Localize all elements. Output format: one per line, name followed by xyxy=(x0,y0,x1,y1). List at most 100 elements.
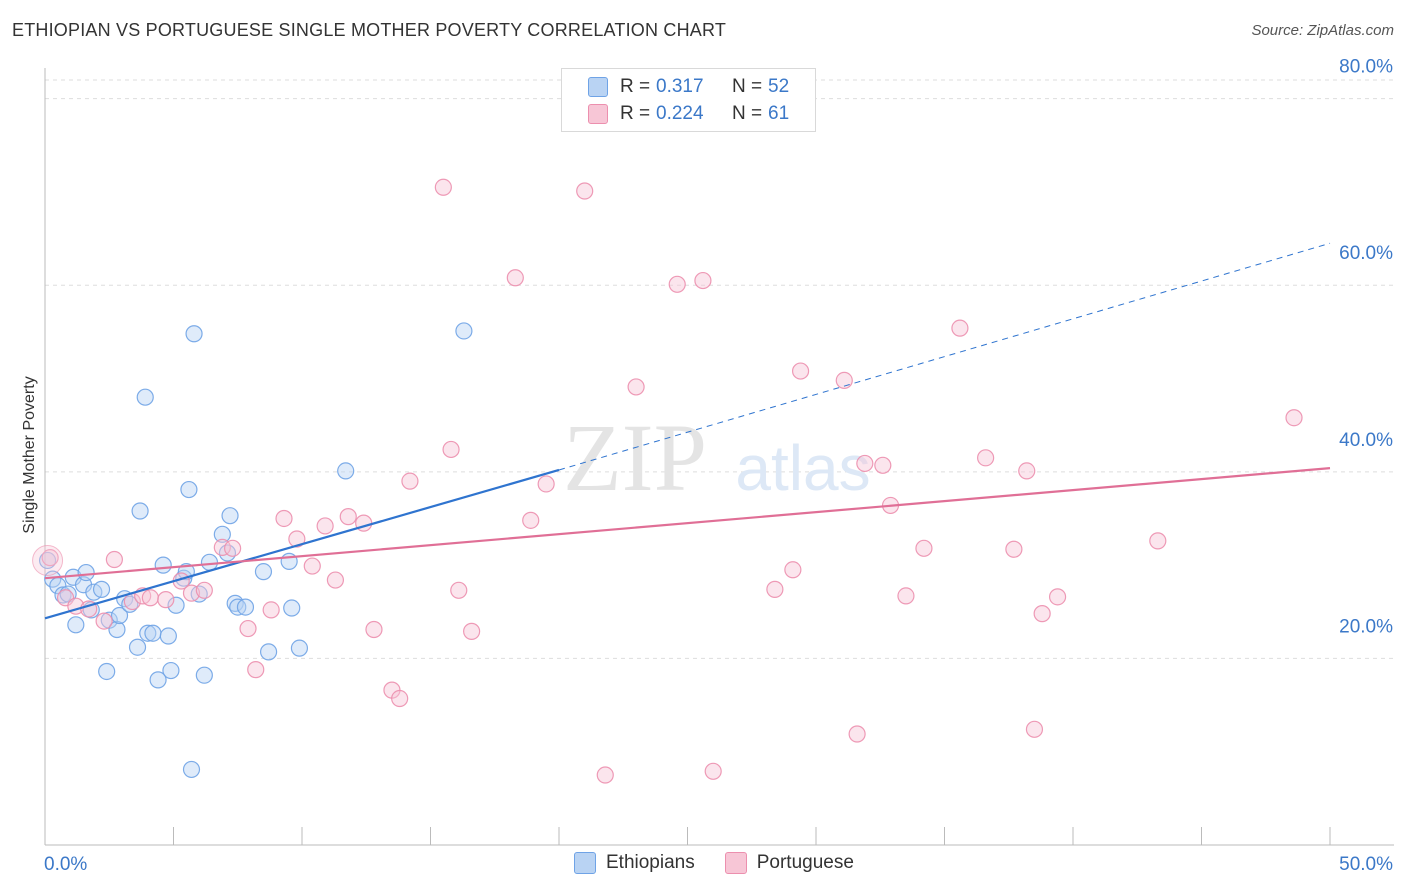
portuguese-point xyxy=(1025,720,1044,738)
ethiopians-point xyxy=(110,606,129,625)
ethiopians-point xyxy=(149,671,167,689)
ethiopians-point xyxy=(200,553,219,571)
ethiopians-point xyxy=(131,502,149,520)
portuguese-point xyxy=(326,571,345,589)
ethiopians-point xyxy=(283,599,301,617)
ethiopians-point xyxy=(337,462,355,480)
trend-lines xyxy=(44,242,1331,620)
source-label: Source: ZipAtlas.com xyxy=(1251,22,1394,39)
portuguese-point xyxy=(401,472,419,490)
portuguese-point xyxy=(951,319,969,337)
ethiopians-point xyxy=(259,643,278,661)
portuguese-point xyxy=(977,449,995,467)
portuguese-point xyxy=(288,530,306,548)
grid-lines xyxy=(45,79,1394,659)
legend-item-ethiopians[interactable]: Ethiopians xyxy=(574,852,695,874)
ethiopians-point xyxy=(455,322,473,340)
portuguese-point xyxy=(463,622,481,640)
legend-row-portuguese: R = 0.224 N = 61 xyxy=(588,101,789,127)
ethiopians-point xyxy=(221,507,239,525)
portuguese-point xyxy=(522,511,540,529)
r-label: R = xyxy=(620,76,651,97)
portuguese-point xyxy=(182,584,201,602)
ethiopians-point xyxy=(38,551,57,570)
portuguese-point xyxy=(856,454,874,473)
portuguese-point xyxy=(239,619,257,638)
ethiopians-point xyxy=(182,760,201,779)
ethiopians-point xyxy=(92,580,111,598)
portuguese-point xyxy=(848,725,866,743)
portuguese-point xyxy=(537,475,555,493)
portuguese-point xyxy=(704,762,722,780)
ethiopians-point xyxy=(290,639,309,657)
data-points xyxy=(32,178,1303,784)
y-tick-label: 40.0% xyxy=(1339,430,1393,451)
ethiopians-swatch xyxy=(574,852,596,874)
ethiopians-point xyxy=(180,480,198,499)
ethiopians-trend-line xyxy=(44,468,560,620)
ethiopians-point xyxy=(98,662,116,681)
portuguese-point xyxy=(316,517,334,535)
portuguese-point xyxy=(303,557,321,575)
r-value: 0.224 xyxy=(656,103,704,124)
portuguese-point xyxy=(195,581,213,599)
watermark: ZIP atlas xyxy=(563,404,871,511)
ethiopians-point xyxy=(108,620,126,639)
ethiopians-point xyxy=(144,624,162,642)
portuguese-point xyxy=(766,580,784,598)
x-tick-label-max: 50.0% xyxy=(1339,854,1393,875)
portuguese-point xyxy=(897,587,915,605)
legend-label-ethiopians: Ethiopians xyxy=(606,852,695,873)
correlation-legend: R = 0.317 N = 52 R = 0.224 N = 61 xyxy=(561,68,816,132)
ethiopians-point xyxy=(185,325,203,343)
x-tick-label-min: 0.0% xyxy=(44,854,87,875)
legend-item-portuguese[interactable]: Portuguese xyxy=(724,852,854,874)
portuguese-point xyxy=(105,550,123,569)
portuguese-point xyxy=(1033,605,1051,623)
n-value: 52 xyxy=(768,76,790,97)
ethiopians-point xyxy=(54,586,72,604)
portuguese-point xyxy=(391,689,409,708)
ethiopians-swatch xyxy=(588,77,608,97)
portuguese-point xyxy=(915,539,933,557)
portuguese-point xyxy=(247,661,265,679)
portuguese-point xyxy=(450,581,468,599)
portuguese-point xyxy=(275,509,293,528)
portuguese-swatch xyxy=(588,104,608,124)
portuguese-point-large xyxy=(32,544,64,576)
ethiopians-point xyxy=(159,627,177,645)
portuguese-point xyxy=(157,591,175,609)
ethiopians-point xyxy=(136,388,154,406)
y-tick-label: 20.0% xyxy=(1339,616,1393,637)
portuguese-point xyxy=(224,539,242,557)
portuguese-point xyxy=(1285,409,1303,427)
ethiopians-trend-extension xyxy=(558,242,1331,471)
ethiopians-point xyxy=(167,596,185,614)
portuguese-point xyxy=(668,275,686,293)
legend-label-portuguese: Portuguese xyxy=(756,852,854,873)
portuguese-point xyxy=(874,456,892,474)
portuguese-trend-line xyxy=(44,467,1331,580)
portuguese-point xyxy=(442,440,460,459)
ethiopians-point xyxy=(77,563,95,582)
portuguese-point xyxy=(1149,532,1167,550)
tick-labels: 20.0% 40.0% 60.0% 80.0% 0.0% 50.0% xyxy=(44,57,1393,875)
ethiopians-point xyxy=(154,556,172,574)
portuguese-swatch xyxy=(724,852,747,874)
portuguese-point xyxy=(694,271,712,290)
n-label: N = xyxy=(732,76,763,97)
portuguese-point xyxy=(434,178,452,196)
portuguese-point xyxy=(95,612,113,630)
portuguese-point xyxy=(791,362,810,380)
ethiopians-point xyxy=(139,624,157,642)
ethiopians-point xyxy=(254,563,273,581)
portuguese-point xyxy=(1005,540,1023,558)
ethiopians-point xyxy=(162,661,180,680)
ethiopians-point xyxy=(236,598,255,616)
portuguese-point xyxy=(627,378,645,396)
legend-row-ethiopians: R = 0.317 N = 52 xyxy=(588,74,789,100)
portuguese-point xyxy=(1018,462,1036,480)
portuguese-point xyxy=(262,601,280,619)
portuguese-point xyxy=(141,589,159,607)
watermark-zip: ZIP xyxy=(563,404,707,511)
